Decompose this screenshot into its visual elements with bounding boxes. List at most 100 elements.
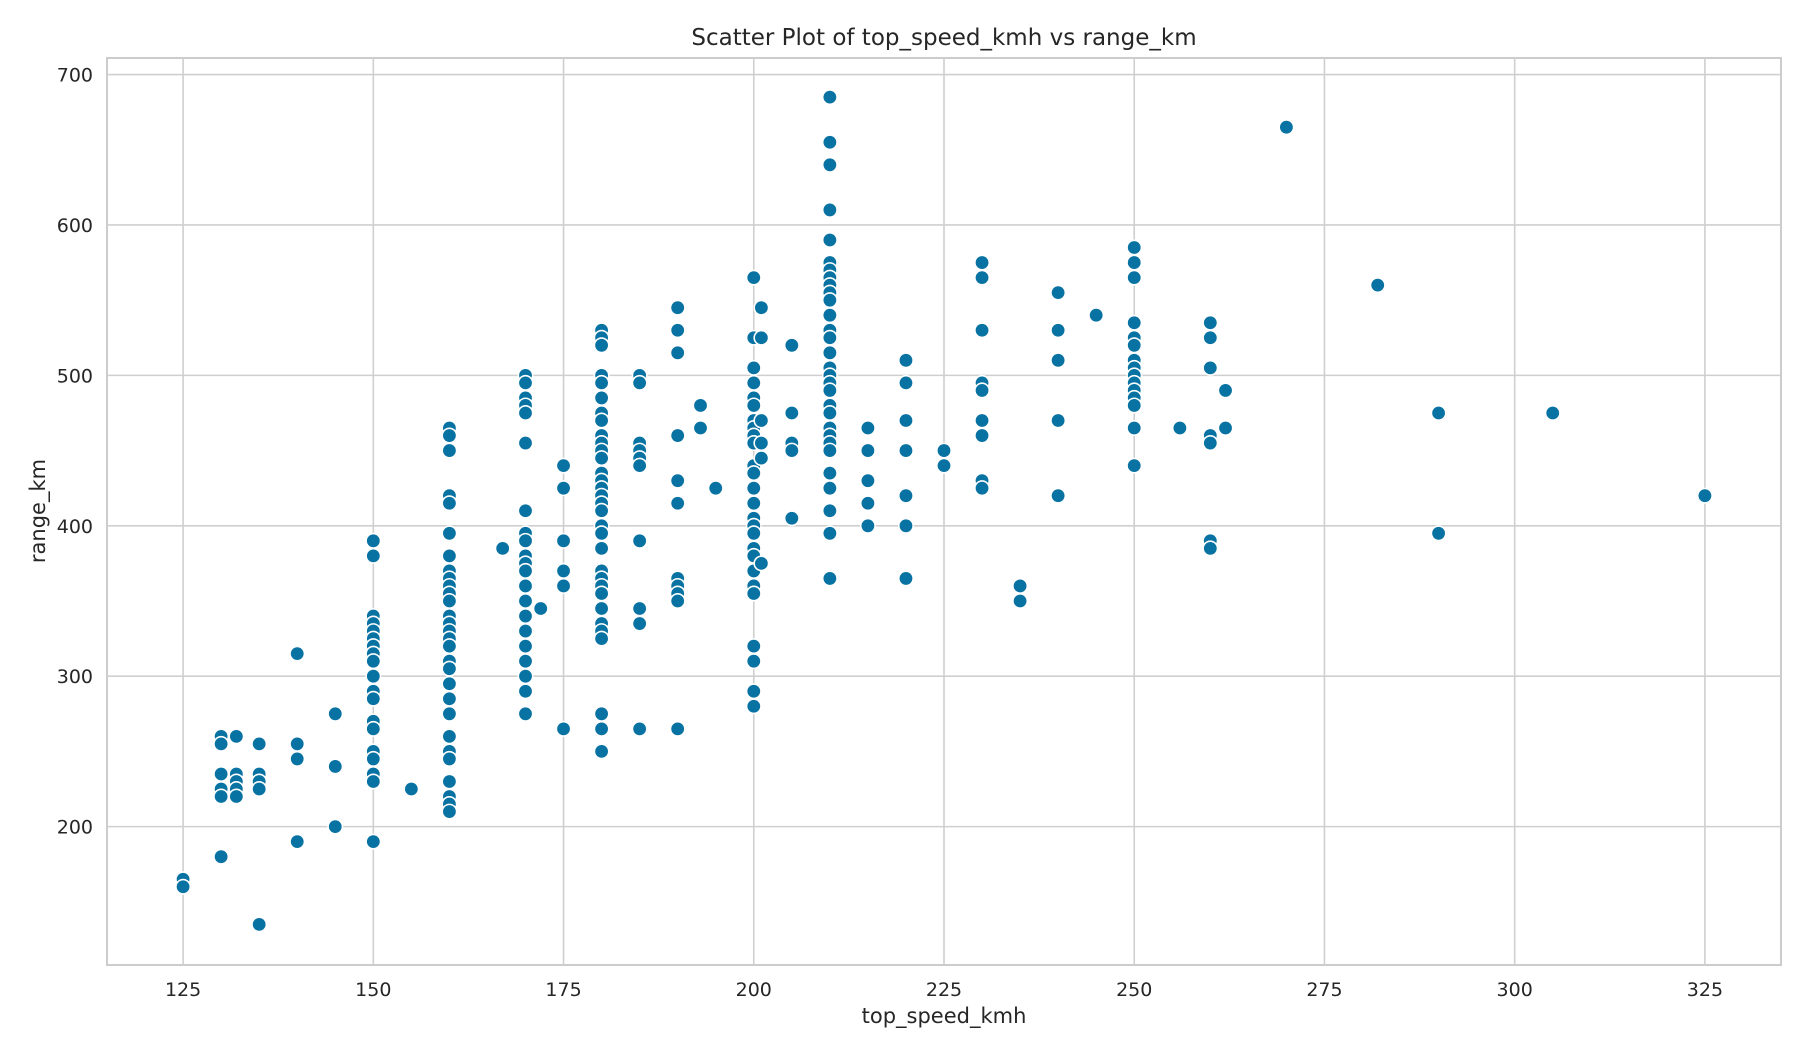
- data-point: [821, 134, 838, 151]
- data-point: [753, 329, 770, 346]
- data-point: [228, 788, 245, 805]
- data-point: [327, 758, 344, 775]
- data-point: [593, 600, 610, 617]
- data-point: [228, 728, 245, 745]
- y-axis-label: range_km: [26, 459, 51, 563]
- y-tick-label: 500: [57, 365, 93, 387]
- data-point: [1696, 487, 1713, 504]
- data-point: [783, 510, 800, 527]
- data-point: [365, 833, 382, 850]
- data-point: [783, 337, 800, 354]
- data-point: [753, 435, 770, 452]
- data-point: [821, 307, 838, 324]
- data-point: [593, 720, 610, 737]
- data-point: [289, 750, 306, 767]
- data-point: [593, 630, 610, 647]
- data-point: [175, 878, 192, 895]
- data-point: [821, 442, 838, 459]
- data-point: [517, 683, 534, 700]
- data-point: [745, 683, 762, 700]
- data-point: [859, 472, 876, 489]
- data-point: [593, 337, 610, 354]
- data-points: [175, 89, 1713, 933]
- data-point: [593, 389, 610, 406]
- data-point: [441, 427, 458, 444]
- data-point: [1544, 404, 1561, 421]
- data-point: [974, 254, 991, 271]
- data-point: [441, 638, 458, 655]
- data-point: [403, 781, 420, 798]
- data-point: [859, 442, 876, 459]
- grid-lines: [107, 58, 1781, 965]
- data-point: [631, 615, 648, 632]
- data-point: [821, 570, 838, 587]
- data-point: [897, 442, 914, 459]
- data-point: [441, 660, 458, 677]
- data-point: [441, 705, 458, 722]
- y-tick-label: 200: [57, 817, 93, 839]
- data-point: [555, 532, 572, 549]
- data-point: [753, 450, 770, 467]
- x-tick-label: 225: [926, 979, 962, 1001]
- data-point: [783, 442, 800, 459]
- data-point: [365, 750, 382, 767]
- data-point: [669, 427, 686, 444]
- data-point: [631, 600, 648, 617]
- data-point: [213, 848, 230, 865]
- data-point: [631, 720, 648, 737]
- data-point: [897, 374, 914, 391]
- data-point: [1126, 337, 1143, 354]
- data-point: [821, 525, 838, 542]
- x-tick-label: 250: [1116, 979, 1152, 1001]
- data-point: [745, 638, 762, 655]
- data-point: [1202, 359, 1219, 376]
- data-point: [555, 562, 572, 579]
- data-point: [365, 720, 382, 737]
- data-point: [745, 495, 762, 512]
- data-point: [745, 397, 762, 414]
- x-axis-label: top_speed_kmh: [862, 1004, 1027, 1029]
- data-point: [365, 773, 382, 790]
- data-point: [1217, 382, 1234, 399]
- data-point: [897, 517, 914, 534]
- data-point: [1012, 577, 1029, 594]
- data-point: [1050, 322, 1067, 339]
- data-point: [593, 585, 610, 602]
- data-point: [821, 292, 838, 309]
- data-point: [821, 156, 838, 173]
- data-point: [692, 397, 709, 414]
- x-tick-label: 300: [1497, 979, 1533, 1001]
- data-point: [1126, 269, 1143, 286]
- data-point: [517, 404, 534, 421]
- data-point: [1369, 277, 1386, 294]
- data-point: [974, 427, 991, 444]
- data-point: [974, 480, 991, 497]
- data-point: [753, 299, 770, 316]
- data-point: [1202, 540, 1219, 557]
- data-point: [821, 201, 838, 218]
- data-point: [441, 442, 458, 459]
- data-point: [1126, 457, 1143, 474]
- data-point: [897, 570, 914, 587]
- data-point: [692, 420, 709, 437]
- data-point: [517, 592, 534, 609]
- data-point: [517, 705, 534, 722]
- data-point: [821, 232, 838, 249]
- data-point: [669, 495, 686, 512]
- data-point: [1126, 314, 1143, 331]
- data-point: [1126, 254, 1143, 271]
- data-point: [517, 435, 534, 452]
- data-point: [897, 352, 914, 369]
- data-point: [631, 374, 648, 391]
- data-point: [669, 344, 686, 361]
- data-point: [1217, 420, 1234, 437]
- tick-labels: 125 150 175 200 225 250 275 300 325 200 300 400 500 6…: [57, 65, 1723, 1001]
- data-point: [213, 788, 230, 805]
- data-point: [289, 833, 306, 850]
- data-point: [251, 781, 268, 798]
- data-point: [441, 525, 458, 542]
- x-tick-label: 325: [1687, 979, 1723, 1001]
- data-point: [1202, 314, 1219, 331]
- x-tick-label: 125: [165, 979, 201, 1001]
- data-point: [1171, 420, 1188, 437]
